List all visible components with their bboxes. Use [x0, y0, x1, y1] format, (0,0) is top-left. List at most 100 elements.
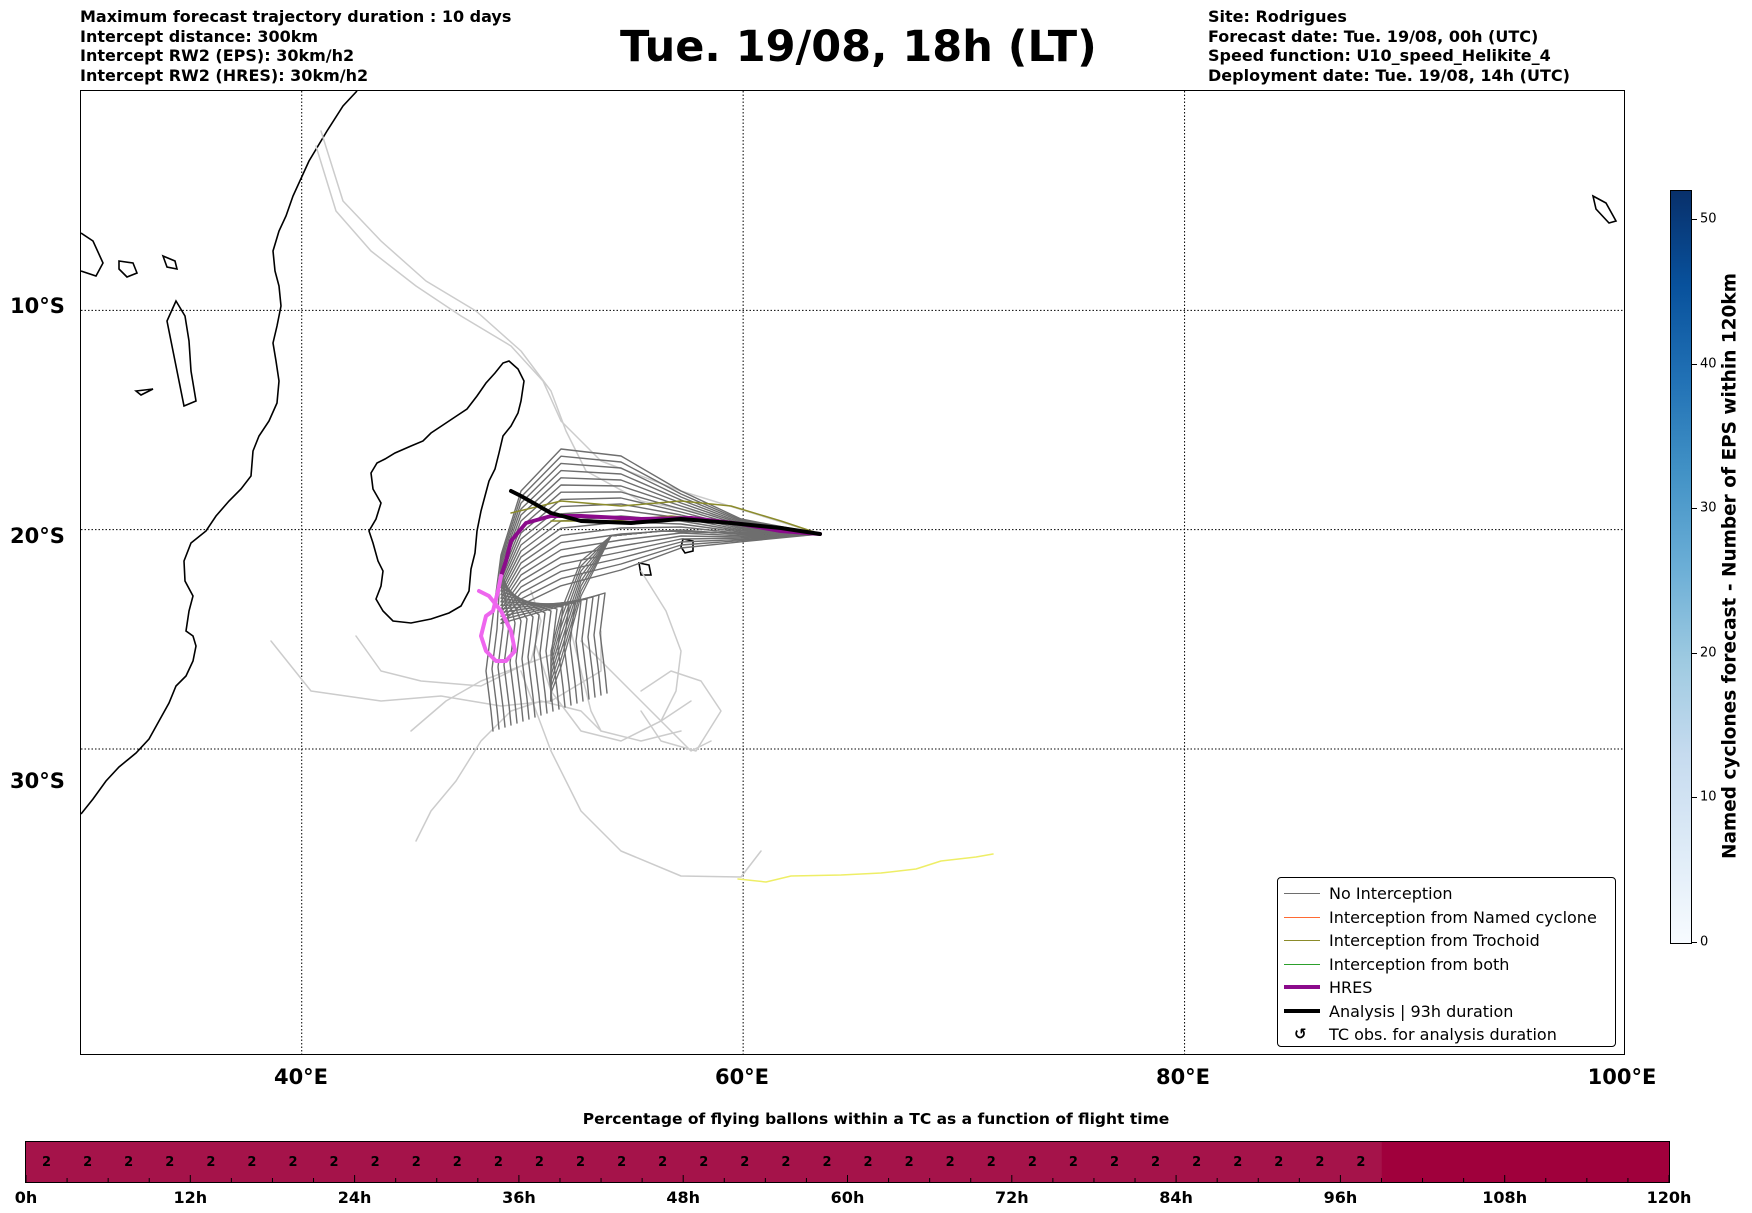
- timebar-tick-label: 24h: [337, 1188, 372, 1207]
- faded-trajectory: [355, 590, 542, 687]
- legend-line-purple: [1284, 985, 1320, 989]
- lake-tanganyika: [166, 299, 197, 408]
- legend-label: Interception from Trochoid: [1329, 931, 1540, 950]
- colorbar-tick-label: 20: [1700, 645, 1717, 661]
- timebar-canvas: 2 2 2 2 2 2 2 2 2 2 2 2 2 2 2 2 2 2 2 2 2 2 2 2 2 2 2 2 2 2 2 2 2: [25, 1142, 1670, 1182]
- site-info: Site: Rodrigues Forecast date: Tue. 19/0…: [1208, 7, 1570, 85]
- faded-trajectory: [640, 670, 722, 752]
- site-text: Site: Rodrigues: [1208, 7, 1347, 26]
- legend-label: Interception from Named cyclone: [1329, 907, 1597, 927]
- madagascar-coastline: [368, 360, 525, 624]
- coastlines: [81, 91, 1618, 815]
- page-title: Tue. 19/08, 18h (LT): [620, 22, 1097, 72]
- legend-line-grey: [1284, 893, 1320, 894]
- timebar-value-label: 2: [699, 1155, 708, 1170]
- lat-label-10s: 10°S: [10, 294, 65, 318]
- timebar-value-label: 2: [1151, 1155, 1160, 1170]
- no-interception-trajectory: [485, 448, 821, 732]
- no-interception-trajectory: [500, 497, 821, 718]
- lon-label-100e: 100°E: [1587, 1065, 1657, 1089]
- intercept-hres-text: Intercept RW2 (HRES): 30km/h2: [80, 65, 369, 85]
- maldives-island: [1591, 194, 1618, 224]
- legend-item-named-cyclone: Interception from Named cyclone: [1278, 906, 1615, 930]
- faded-trajectory: [535, 645, 692, 742]
- lat-label-20s: 20°S: [10, 524, 65, 548]
- africa-coastline: [81, 91, 358, 815]
- no-interception-trajectory: [497, 462, 821, 728]
- timebar-tick-label: 96h: [1323, 1188, 1358, 1207]
- colorbar-tick-label: 0: [1700, 934, 1709, 950]
- island-sw: [134, 388, 154, 396]
- timebar-value-label: 2: [412, 1155, 421, 1170]
- no-interception-trajectory: [500, 533, 821, 694]
- legend-line-olive: [1284, 940, 1320, 941]
- no-interception-trajectory: [500, 515, 821, 712]
- timebar-value-label: 2: [494, 1155, 503, 1170]
- timebar-value-label: 2: [83, 1155, 92, 1170]
- timebar-value-label: 2: [1274, 1155, 1283, 1170]
- colorbar-tick-label: 30: [1700, 500, 1717, 516]
- forecast-date-text: Forecast date: Tue. 19/08, 00h (UTC): [1208, 26, 1539, 46]
- timebar-value-label: 2: [1192, 1155, 1201, 1170]
- timebar-value-label: 2: [42, 1155, 51, 1170]
- deployment-date-text: Deployment date: Tue. 19/08, 14h (UTC): [1208, 65, 1570, 85]
- lon-label-60e: 60°E: [714, 1065, 770, 1089]
- trajectory-tracks: [270, 130, 994, 883]
- forecast-parameters: Maximum forecast trajectory duration : 1…: [80, 7, 511, 85]
- timebar-filled-segment: [26, 1142, 1382, 1182]
- intercept-eps-text: Intercept RW2 (EPS): 30km/h2: [80, 46, 355, 65]
- timebar-value-label: 2: [1110, 1155, 1119, 1170]
- intercept-distance-text: Intercept distance: 300km: [80, 26, 319, 46]
- colorbar: [1670, 190, 1692, 944]
- timebar-tick-label: 60h: [830, 1188, 865, 1207]
- timebar-tick-label: 12h: [173, 1188, 208, 1207]
- timebar-value-label: 2: [1028, 1155, 1037, 1170]
- timebar-value-label: 2: [781, 1155, 790, 1170]
- timebar-value-label: 2: [247, 1155, 256, 1170]
- legend-item-analysis: Analysis | 93h duration: [1278, 1000, 1615, 1024]
- legend-label: TC obs. for analysis duration: [1329, 1025, 1557, 1044]
- faded-trajectory: [320, 130, 821, 535]
- faded-trajectory: [570, 630, 682, 742]
- legend-line-green: [1284, 963, 1320, 965]
- legend-label: No Interception: [1329, 884, 1453, 903]
- legend-item-tc-obs: ↺ TC obs. for analysis duration: [1278, 1023, 1615, 1047]
- no-interception-trajectory: [500, 533, 821, 700]
- timebar-value-label: 2: [1356, 1155, 1365, 1170]
- no-interception-trajectory: [500, 533, 821, 698]
- colorbar-tick-label: 50: [1700, 211, 1717, 227]
- map-legend: No Interception Interception from Named …: [1277, 877, 1616, 1047]
- legend-label: Interception from both: [1329, 954, 1510, 974]
- legend-item-both: Interception from both: [1278, 953, 1615, 977]
- no-interception-trajectory: [500, 533, 821, 702]
- timebar-value-label: 2: [987, 1155, 996, 1170]
- no-interception-trajectory: [500, 484, 821, 722]
- no-interception-trajectory: [500, 477, 821, 724]
- yellow-trajectory: [737, 853, 994, 883]
- legend-line-orange: [1284, 916, 1320, 918]
- no-interception-trajectory: [550, 530, 821, 702]
- no-interception-trajectory: [500, 532, 821, 704]
- timebar-remaining-segment: [1381, 1142, 1669, 1182]
- lon-label-80e: 80°E: [1155, 1065, 1211, 1089]
- analysis-trajectory: [509, 489, 822, 536]
- trochoid-trajectory: [510, 500, 821, 535]
- timebar-value-label: 2: [658, 1155, 667, 1170]
- legend-item-trochoid: Interception from Trochoid: [1278, 929, 1615, 953]
- timebar-value-label: 2: [740, 1155, 749, 1170]
- speed-function-text: Speed function: U10_speed_Helikite_4: [1208, 46, 1551, 65]
- comoros-island: [118, 260, 139, 278]
- timebar-tick-label: 108h: [1482, 1188, 1528, 1207]
- no-interception-trajectory: [500, 533, 821, 696]
- colorbar-tick: [1692, 942, 1697, 943]
- timebar-title: Percentage of flying ballons within a TC…: [582, 1110, 1170, 1128]
- colorbar-tick: [1692, 508, 1697, 510]
- timebar-tick-label: 48h: [666, 1188, 701, 1207]
- colorbar-tick-label: 10: [1700, 789, 1717, 805]
- colorbar-title: Named cyclones forecast - Number of EPS …: [1719, 272, 1741, 860]
- timebar-value-label: 2: [617, 1155, 626, 1170]
- timebar-value-label: 2: [288, 1155, 297, 1170]
- timebar-tick-label: 84h: [1159, 1188, 1193, 1207]
- trajectory-map[interactable]: [80, 90, 1625, 1055]
- lat-label-30s: 30°S: [10, 769, 65, 793]
